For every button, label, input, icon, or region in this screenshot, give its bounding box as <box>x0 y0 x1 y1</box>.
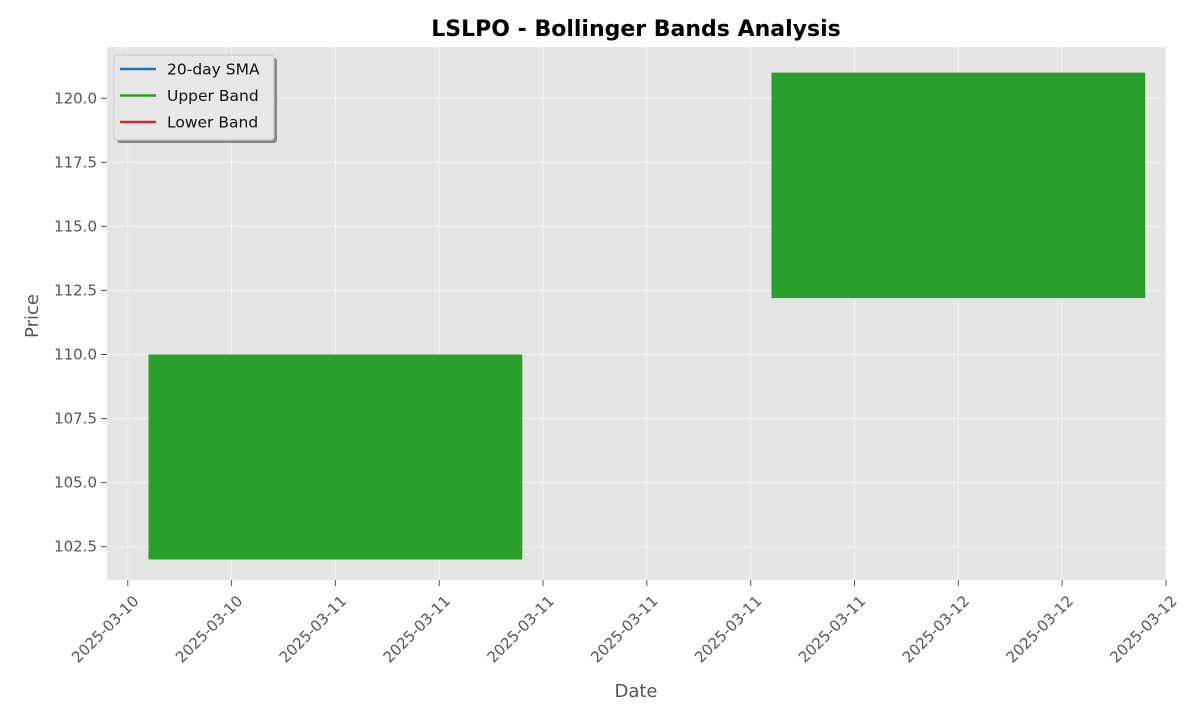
x-tick-label: 2025-03-10 <box>172 592 246 666</box>
x-tick-label: 2025-03-11 <box>795 592 869 666</box>
y-tick-label: 105.0 <box>54 474 97 492</box>
x-axis-label: Date <box>614 681 657 702</box>
legend: 20-day SMA Upper Band Lower Band <box>113 54 277 143</box>
x-tick-label: 2025-03-11 <box>691 592 765 666</box>
band-fills <box>148 72 1146 560</box>
x-tick-label: 2025-03-12 <box>899 592 973 666</box>
x-tick-label: 2025-03-10 <box>68 592 142 666</box>
band-fill-area <box>148 354 523 560</box>
x-tick-label: 2025-03-11 <box>380 592 454 666</box>
y-tick-label: 110.0 <box>54 346 97 364</box>
y-axis-label: Price <box>22 294 43 338</box>
y-tick-label: 112.5 <box>54 281 97 299</box>
x-tick-label: 2025-03-11 <box>587 592 661 666</box>
y-tick-label: 117.5 <box>54 153 97 171</box>
legend-item-label: Lower Band <box>167 114 258 132</box>
x-axis-ticks: 2025-03-10 2025-03-10 2025-03-11 2025-03-11… <box>68 580 1181 666</box>
band-fill-area <box>771 72 1146 299</box>
y-tick-label: 115.0 <box>54 217 97 235</box>
chart-title: LSLPO - Bollinger Bands Analysis <box>431 17 840 42</box>
legend-item-label: Upper Band <box>167 87 259 105</box>
y-tick-label: 107.5 <box>54 410 97 428</box>
x-tick-label: 2025-03-11 <box>276 592 350 666</box>
legend-box <box>113 54 275 141</box>
x-tick-label: 2025-03-11 <box>483 592 557 666</box>
x-tick-label: 2025-03-12 <box>1003 592 1077 666</box>
y-tick-label: 120.0 <box>54 89 97 107</box>
y-tick-label: 102.5 <box>54 538 97 556</box>
x-tick-label: 2025-03-12 <box>1106 592 1180 666</box>
y-axis-ticks: 102.5 105.0 107.5 110.0 112.5 115.0 117.5 120.0 <box>54 89 107 556</box>
legend-item-label: 20-day SMA <box>167 61 260 79</box>
